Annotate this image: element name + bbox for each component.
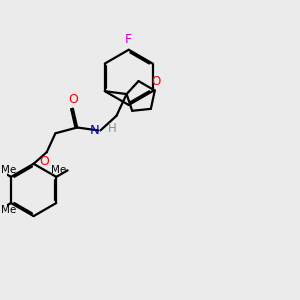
Text: N: N — [89, 124, 99, 137]
Text: H: H — [108, 122, 116, 135]
Text: F: F — [125, 33, 132, 46]
Text: Me: Me — [51, 165, 66, 175]
Text: O: O — [39, 155, 49, 168]
Text: O: O — [152, 75, 161, 88]
Text: O: O — [68, 93, 78, 106]
Text: Me: Me — [1, 165, 16, 175]
Text: Me: Me — [1, 205, 16, 214]
